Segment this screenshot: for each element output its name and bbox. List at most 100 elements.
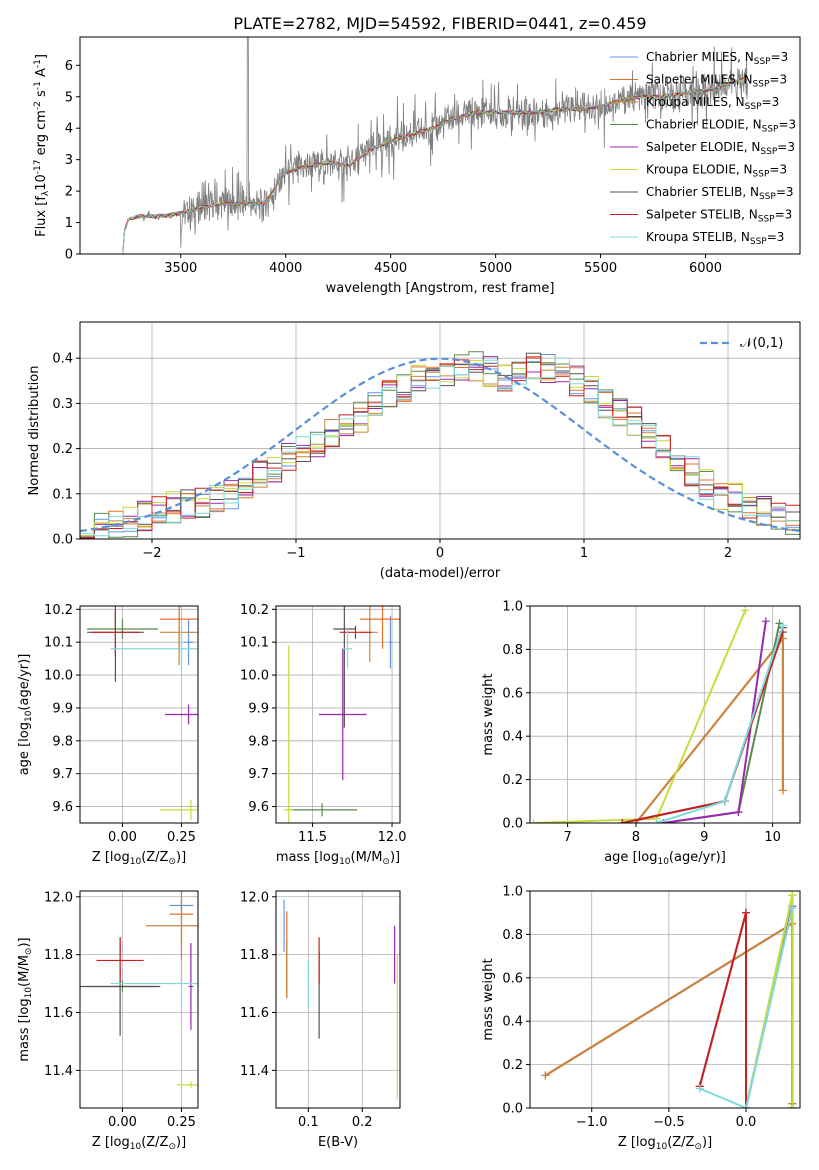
y-tick-label: 9.6: [248, 800, 269, 815]
y-tick-label: 9.7: [248, 767, 269, 782]
data-point: [318, 648, 367, 781]
data-point: [110, 960, 198, 1007]
plot-area: [541, 891, 797, 1108]
x-axis-label: mass [log10​(M/M⊙​)]: [276, 850, 400, 867]
model-fit-line: [117, 77, 748, 254]
x-axis-label: (data-model)/error: [380, 566, 501, 581]
data-point: [360, 606, 400, 649]
plot-area: [80, 351, 800, 539]
data-point: [388, 615, 393, 669]
x-tick-label: 5500: [584, 261, 617, 276]
x-tick-label: 2: [724, 546, 732, 561]
x-tick-label: 0.25: [167, 1115, 196, 1130]
y-tick-label: 10.1: [44, 636, 73, 651]
y-tick-label: 11.4: [44, 1064, 73, 1079]
y-tick-label: 0.2: [502, 773, 523, 788]
y-tick-label: 0: [65, 248, 73, 263]
legend-label: Chabrier ELODIE, NSSP​=3: [646, 118, 796, 135]
axes-frame: [529, 890, 801, 1109]
y-tick-label: 6: [65, 59, 73, 74]
data-point: [333, 606, 356, 728]
y-tick-label: 4: [65, 122, 73, 137]
x-tick-label: −1: [286, 546, 305, 561]
plus-marker: [778, 621, 787, 630]
x-tick-label: −0.5: [653, 1115, 685, 1130]
x-axis-label: wavelength [Angstrom, rest frame]: [326, 281, 555, 296]
y-tick-label: 12.0: [240, 890, 269, 905]
y-tick-label: 9.8: [52, 734, 73, 749]
x-tick-label: 7: [563, 830, 571, 845]
y-tick-label: 10.0: [240, 669, 269, 684]
y-axis-label: mass [log10​(M/M⊙​)]: [17, 937, 34, 1061]
y-axis-label: Normed distribution: [27, 366, 42, 496]
panels: Chabrier MILES, NSSP​=3 Salpeter MILES, N…: [17, 36, 801, 1152]
mass-vs-Z-panel: 0.00 0.25 11.4 11.6 11.8 12.0 Z [log10​(Z/Z⊙​)…: [17, 890, 199, 1152]
mass-weight-line: [622, 631, 784, 823]
y-tick-label: 0.1: [52, 487, 73, 502]
data-point: [87, 619, 158, 639]
y-tick-label: 10.2: [44, 603, 73, 618]
data-point: [283, 645, 294, 823]
mass-weight-line: [622, 627, 784, 823]
x-tick-label: 8: [632, 830, 640, 845]
x-tick-label: 6000: [689, 261, 722, 276]
y-tick-label: 0.8: [502, 643, 523, 658]
y-axis-label: mass weight: [481, 673, 496, 755]
y-tick-label: 10.2: [240, 603, 269, 618]
data-point: [110, 625, 198, 672]
x-axis-label: age [log10​(age/yr)]: [604, 850, 726, 867]
y-tick-label: 0.8: [502, 928, 523, 943]
y-tick-label: 9.9: [52, 701, 73, 716]
age-vs-Z-panel: 0.00 0.25 9.6 9.7 9.8 9.9 10.0 10.1 10.2 Z [log10…: [17, 603, 199, 867]
y-tick-label: 10.0: [44, 669, 73, 684]
x-axis-label: E(B-V): [318, 1135, 358, 1150]
y-tick-label: 11.8: [44, 948, 73, 963]
legend-label: Chabrier MILES, NSSP​=3: [646, 50, 788, 67]
mass-weight-vs-age-panel: 7 8 9 10 0.0 0.2 0.4 0.6 0.8 1.0 age [log10​(age/y…: [481, 600, 801, 867]
plus-marker: [695, 1084, 704, 1093]
x-tick-label: −1.0: [576, 1115, 608, 1130]
y-tick-label: 0.0: [502, 1102, 523, 1117]
y-tick-label: 9.8: [248, 734, 269, 749]
x-tick-label: 9: [700, 830, 708, 845]
y-tick-label: 0.6: [502, 686, 523, 701]
x-tick-label: 12.0: [378, 830, 407, 845]
data-point: [96, 937, 144, 984]
mass-weight-line: [656, 625, 784, 823]
plus-marker: [741, 606, 750, 615]
x-tick-label: 11.5: [298, 830, 327, 845]
x-tick-label: 10: [764, 830, 781, 845]
plot-area: [530, 606, 787, 823]
plus-marker: [720, 797, 729, 806]
axes-frame: [275, 890, 401, 1109]
x-axis-label: Z [log10​(Z/Z⊙​)]: [618, 1135, 712, 1152]
plus-marker: [761, 617, 770, 626]
plus-marker: [742, 1104, 750, 1108]
x-axis-label: Z [log10​(Z/Z⊙​)]: [92, 850, 186, 867]
y-tick-label: 11.8: [240, 948, 269, 963]
data-point: [339, 625, 372, 639]
spectrum-data-line: [142, 37, 748, 248]
y-tick-label: 9.7: [52, 767, 73, 782]
x-tick-label: 0.0: [736, 1115, 757, 1130]
y-axis-label: mass weight: [481, 958, 496, 1040]
axes-frame: [79, 605, 199, 824]
x-axis-label: Z [log10​(Z/Z⊙​)]: [92, 1135, 186, 1152]
data-point: [160, 606, 198, 666]
y-tick-label: 0.4: [52, 352, 73, 367]
plus-marker: [788, 891, 797, 900]
data-point: [160, 799, 198, 820]
mass-vs-EBV-panel: 0.1 0.2 11.4 11.6 11.8 12.0 E(B-V): [240, 890, 401, 1150]
x-tick-label: 4500: [374, 261, 407, 276]
figure-title: PLATE=2782, MJD=54592, FIBERID=0441, z=0…: [233, 14, 646, 33]
legend-label: Kroupa STELIB, NSSP​=3: [646, 230, 784, 247]
x-tick-label: 1: [580, 546, 588, 561]
plus-marker: [778, 786, 787, 795]
plot-area: [87, 606, 198, 820]
y-tick-label: 5: [65, 90, 73, 105]
legend-label: Salpeter ELODIE, NSSP​=3: [646, 140, 795, 157]
mass-weight-line: [533, 609, 747, 823]
legend-label: Kroupa MILES, NSSP​=3: [646, 95, 779, 112]
plot-area: [80, 891, 198, 1088]
residual-histogram: [80, 357, 800, 537]
